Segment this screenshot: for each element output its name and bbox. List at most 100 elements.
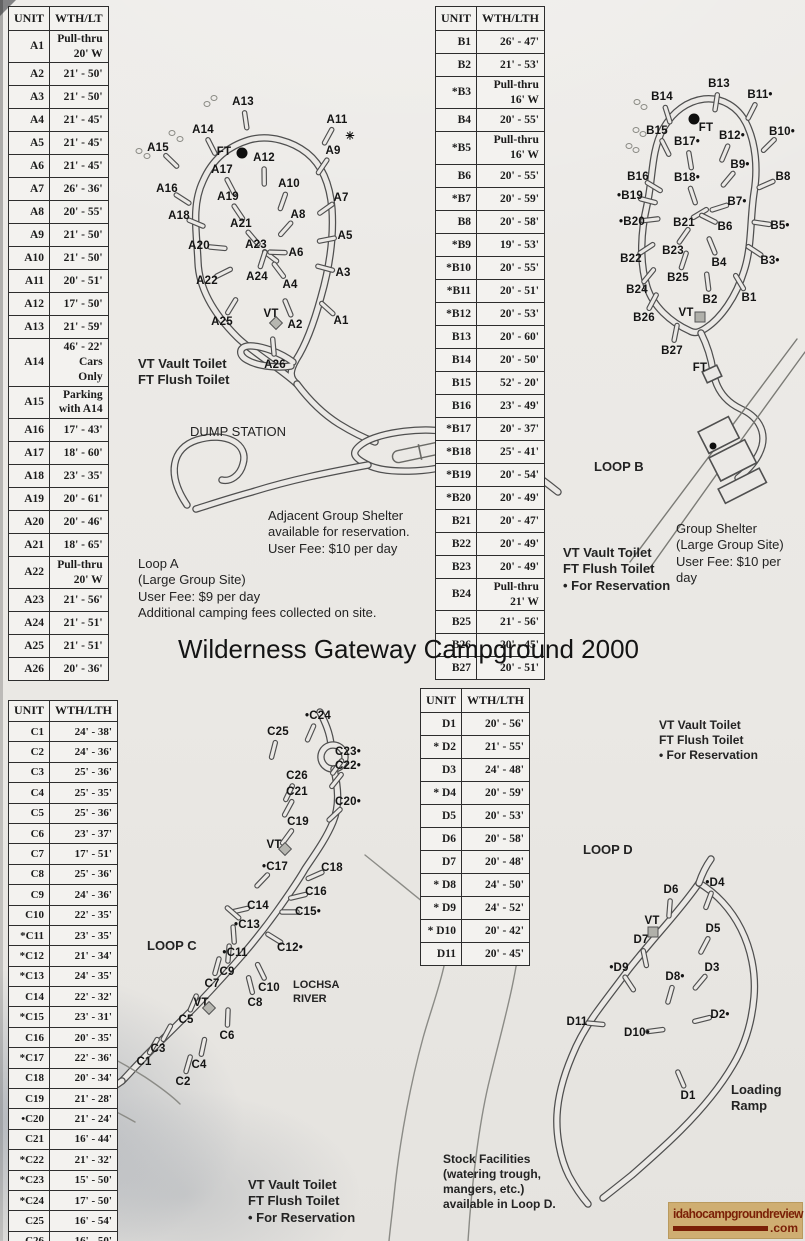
unit-row: B27 20' - 51' — [434, 656, 545, 681]
unit-cell: A19 — [7, 487, 51, 512]
rock-deco-icon — [143, 153, 151, 159]
unit-cell: B6 — [434, 163, 478, 188]
loopB-site-label: B2 — [702, 294, 718, 306]
unit-row: A3 21' - 50' — [7, 85, 109, 110]
unit-cell: A10 — [7, 246, 51, 271]
campsite-spur — [699, 937, 710, 954]
campsite-spur — [316, 264, 334, 272]
loopA-site-label: A5 — [337, 230, 353, 242]
unit-row: *B12 20' - 53' — [434, 301, 545, 326]
campsite-spur — [231, 925, 236, 944]
unit-cell: C2 — [7, 741, 51, 763]
unit-cell: D3 — [419, 758, 463, 782]
unit-row: *B7 20' - 59' — [434, 186, 545, 211]
campsite-spur — [693, 1016, 711, 1023]
unit-cell: C8 — [7, 863, 51, 886]
loopC-site-label: C20• — [335, 796, 361, 808]
loopB-site-label: •B19 — [617, 190, 643, 202]
rock-deco-icon — [210, 95, 218, 101]
loopC-site-label: VT — [266, 839, 282, 851]
campsite-spur — [256, 963, 266, 980]
loopA-site-label: A2 — [287, 319, 303, 331]
unit-row: *B10 20' - 55' — [434, 255, 545, 280]
campsite-spur — [672, 323, 679, 342]
loopB-site-label: B7• — [727, 196, 747, 208]
dimensions-cell: 22' - 35' — [49, 904, 118, 926]
campsite-spur — [271, 337, 276, 356]
dimensions-cell: 21' - 53' — [476, 53, 545, 77]
unit-row: A26 20' - 36' — [7, 657, 109, 682]
rock-deco-icon — [632, 147, 640, 153]
dimensions-cell: 20' - 55' — [476, 108, 545, 133]
unit-row: *B5 Pull-thru 16' W — [434, 131, 545, 165]
dimensions-cell: Pull-thru 20' W — [49, 29, 109, 64]
loopB-site-label: B26 — [633, 312, 655, 324]
campsite-spur — [272, 262, 285, 278]
unit-row: D3 24' - 48' — [419, 758, 530, 782]
dimensions-cell: 25' - 36' — [49, 802, 118, 824]
dimensions-cell: Pull-thru 16' W — [476, 131, 545, 165]
loopC-site-label: C15• — [295, 906, 321, 918]
unit-row: * D2 21' - 55' — [419, 735, 530, 759]
unit-row: *B9 19' - 53' — [434, 232, 545, 257]
rock-deco-icon — [633, 99, 641, 105]
loopB-site-label: •B20 — [619, 216, 645, 228]
loopA-site-label: A6 — [288, 247, 304, 259]
dimensions-cell: 25' - 36' — [49, 761, 118, 784]
dimensions-cell: 20' - 35' — [49, 1026, 118, 1049]
watermark-badge: idahocampgroundreview .com — [668, 1202, 804, 1239]
loopC-site-label: C2 — [175, 1076, 191, 1088]
unit-row: B16 23' - 49' — [434, 393, 545, 418]
campsite-spur — [746, 103, 757, 120]
loopD-site-label: D11 — [566, 1016, 588, 1028]
dimensions-cell: 17' - 50' — [49, 1189, 118, 1212]
campsite-spur — [688, 186, 697, 205]
dimensions-cell: 20' - 45' — [461, 942, 530, 966]
unit-row: B26 20' - 45' — [434, 633, 545, 658]
dimensions-cell: 24' - 50' — [461, 873, 530, 897]
watermark-site-name: idahocampgroundreview — [673, 1206, 804, 1221]
campsite-spur — [317, 236, 336, 243]
unit-cell: A13 — [7, 315, 51, 340]
asterisk-icon: ✳ — [345, 130, 355, 143]
loopA-site-label: A14 — [192, 124, 214, 136]
unit-cell: *B10 — [434, 255, 478, 280]
loopB-site-label: B1 — [741, 292, 757, 304]
loopC-site-label: C1 — [136, 1056, 152, 1068]
unit-cell: A23 — [7, 588, 51, 613]
loopB-site-label: B4 — [711, 257, 727, 269]
dimensions-cell: 21' - 55' — [461, 735, 530, 759]
unit-row: * D8 24' - 50' — [419, 873, 530, 897]
campsite-spur — [660, 139, 671, 156]
dimensions-cell: 24' - 52' — [461, 896, 530, 920]
loopC-site-label: C16 — [305, 886, 327, 898]
dimensions-cell: 26' - 36' — [49, 177, 109, 202]
campsite-spur — [720, 144, 730, 162]
dimensions-cell: 21' - 50' — [49, 85, 109, 110]
loopB-site-label: B23 — [662, 245, 684, 257]
campsite-spur — [752, 220, 771, 226]
unit-row: * D9 24' - 52' — [419, 896, 530, 920]
dimensions-cell: 24' - 36' — [49, 884, 118, 906]
unit-cell: A4 — [7, 108, 51, 133]
campsite-spur — [704, 891, 713, 909]
dimensions-cell: 52' - 20' — [476, 370, 545, 395]
watermark-tld: .com — [769, 1221, 798, 1236]
campsite-spur — [184, 1055, 192, 1074]
loopC-site-label: C22• — [335, 760, 361, 772]
unit-cell: A9 — [7, 223, 51, 248]
dimensions-cell: 20' - 55' — [49, 200, 109, 225]
unit-cell: * D9 — [419, 896, 463, 920]
dimensions-cell: 23' - 31' — [49, 1006, 118, 1028]
unit-cell: *B12 — [434, 301, 478, 326]
campsite-spur — [147, 1037, 159, 1055]
loopA-site-label: A24 — [246, 271, 268, 283]
loopC-site-label: C6 — [219, 1030, 235, 1042]
campsite-spur — [677, 228, 690, 244]
loopD-site-label: VT — [644, 915, 660, 927]
unit-cell: C21 — [7, 1128, 51, 1151]
dimensions-cell: 21' - 45' — [49, 108, 109, 133]
dimensions-cell: 20' - 54' — [476, 462, 545, 487]
campsite-spur — [199, 1037, 207, 1056]
loop-c-units-table: UNIT WTH/LTH C1 24' - 38' C2 24' - 36' C3 25' -… — [7, 700, 118, 1241]
